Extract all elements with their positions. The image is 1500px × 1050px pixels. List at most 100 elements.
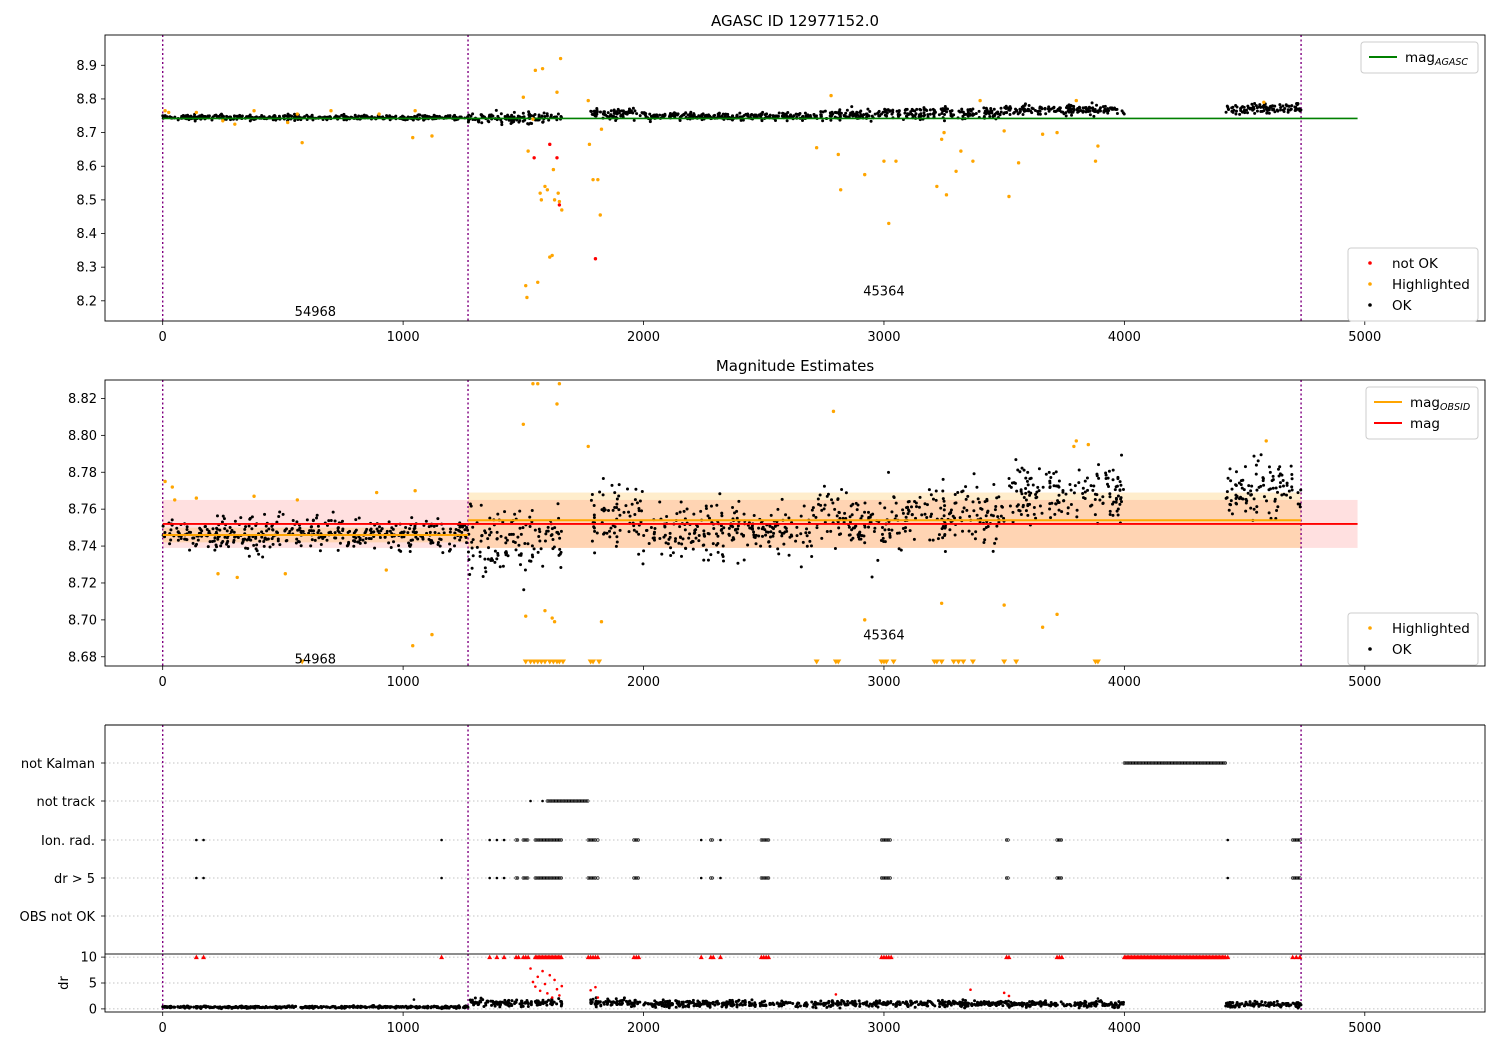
ok-point (1242, 109, 1246, 113)
y-tick-label: 8.72 (68, 576, 97, 591)
ok-point (1077, 468, 1081, 472)
ok-point (233, 519, 237, 523)
ok-point (334, 115, 338, 119)
ok-point (1234, 112, 1238, 116)
flag-point (710, 876, 714, 880)
ok-point (1228, 467, 1232, 471)
ok-point (463, 528, 467, 532)
ok-point (805, 527, 809, 531)
ok-point (628, 999, 632, 1003)
ok-point (498, 1005, 502, 1009)
ok-point (938, 1005, 942, 1009)
ok-point (689, 110, 693, 114)
highlighted-point (863, 172, 867, 177)
ok-point (382, 1004, 386, 1008)
ok-point (170, 518, 174, 522)
ok-point (1253, 1002, 1257, 1006)
ok-point (305, 113, 309, 117)
ok-point (222, 114, 226, 118)
ok-point (1299, 488, 1303, 492)
ok-point (519, 552, 523, 556)
ok-point (996, 112, 1000, 116)
ok-point (1289, 107, 1293, 111)
ok-point (203, 525, 207, 529)
ok-point (1253, 101, 1257, 105)
ok-point (680, 554, 684, 558)
ok-point (838, 118, 842, 122)
ok-point (606, 111, 610, 115)
ok-point (1111, 1005, 1115, 1009)
ok-point (271, 542, 275, 546)
ok-point (814, 1006, 818, 1010)
highlighted-point (550, 616, 554, 620)
ok-point (890, 112, 894, 116)
ok-point (1032, 512, 1036, 516)
ok-point (941, 536, 945, 540)
ok-point (604, 1000, 608, 1004)
clipped-low-marker (969, 659, 976, 665)
ok-point (560, 1003, 564, 1007)
ok-point (953, 533, 957, 537)
ok-point (555, 1002, 559, 1006)
ok-point (648, 120, 652, 124)
ok-point (735, 516, 739, 520)
ok-point (352, 544, 356, 548)
ok-point (1078, 1000, 1082, 1004)
ok-point (1088, 106, 1092, 110)
legend-label-subscript: OBSID (1440, 402, 1470, 413)
ok-point (523, 1001, 527, 1005)
flag-point (502, 838, 506, 842)
flag-point (888, 876, 892, 880)
ok-point (389, 545, 393, 549)
ok-point (798, 1004, 802, 1008)
ok-point (941, 489, 945, 493)
ok-point (1030, 111, 1034, 115)
ok-point (777, 1004, 781, 1008)
highlighted-point (252, 109, 256, 113)
ok-point (341, 536, 345, 540)
ok-point (319, 1004, 323, 1008)
ok-point (489, 530, 493, 534)
highlighted-point (1074, 439, 1078, 443)
ok-point (1026, 483, 1030, 487)
flag-point (709, 876, 713, 880)
ok-point (1291, 1001, 1295, 1005)
ok-point (340, 519, 344, 523)
ok-point (790, 534, 794, 538)
ok-point (652, 538, 656, 542)
ok-point (922, 1001, 926, 1005)
ok-point (191, 541, 195, 545)
ok-point (541, 1002, 545, 1006)
dr-red-point (553, 978, 556, 982)
ok-point (310, 113, 314, 117)
ok-point (757, 534, 761, 538)
ok-point (911, 113, 915, 117)
ok-point (688, 113, 692, 117)
ok-point (858, 1004, 862, 1008)
ok-point (1028, 502, 1032, 506)
ok-point (904, 114, 908, 118)
ok-point (862, 534, 866, 538)
ok-point (678, 510, 682, 514)
ok-point (721, 112, 725, 116)
ok-point (603, 508, 607, 512)
ok-point (711, 542, 715, 546)
ok-point (904, 108, 908, 112)
ok-point (826, 492, 830, 496)
ok-point (244, 525, 248, 529)
ok-point (1103, 1004, 1107, 1008)
ok-point (553, 526, 557, 530)
ok-point (1295, 101, 1299, 105)
ok-point (939, 107, 943, 111)
ok-point (163, 531, 167, 535)
ok-point (248, 538, 252, 542)
ok-point (467, 113, 471, 117)
ok-point (387, 520, 391, 524)
ok-point (357, 114, 361, 118)
ok-point (1088, 113, 1092, 117)
ok-point (1036, 112, 1040, 116)
ok-point (704, 504, 708, 508)
ok-point (425, 114, 429, 118)
flag-point (592, 838, 596, 842)
ok-point (841, 516, 845, 520)
